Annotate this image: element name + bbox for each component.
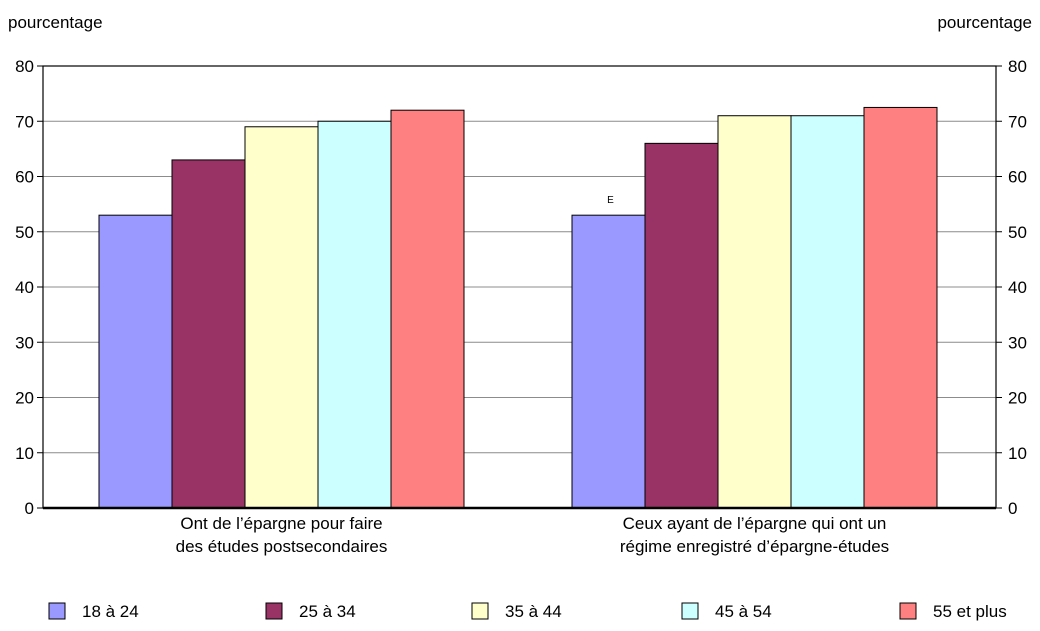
legend-swatch bbox=[265, 602, 283, 620]
y-tick-label-right: 40 bbox=[1008, 278, 1027, 297]
bar-2-3 bbox=[717, 115, 792, 509]
y-tick-label-left: 40 bbox=[15, 278, 34, 297]
y-tick-label-left: 20 bbox=[15, 389, 34, 408]
y-tick-label-right: 60 bbox=[1008, 168, 1027, 187]
y-tick-label-right: 20 bbox=[1008, 389, 1027, 408]
bar-1-3 bbox=[244, 126, 319, 509]
bars: E bbox=[98, 106, 938, 509]
axes bbox=[37, 65, 1002, 510]
y-tick-label-left: 0 bbox=[25, 499, 34, 518]
legend-label: 55 et plus bbox=[933, 602, 1007, 621]
category-labels: Ont de l’épargne pour faire des études po… bbox=[176, 514, 890, 556]
legend-label: 45 à 54 bbox=[715, 602, 772, 621]
category-label-line1: Ceux ayant de l’épargne qui ont un bbox=[623, 514, 887, 533]
y-tick-label-left: 10 bbox=[15, 444, 34, 463]
legend-label: 35 à 44 bbox=[505, 602, 562, 621]
y-tick-label-right: 80 bbox=[1008, 57, 1027, 76]
legend-swatch bbox=[899, 602, 917, 620]
category-label-line1: Ont de l’épargne pour faire bbox=[180, 514, 382, 533]
bar-2-1 bbox=[571, 214, 646, 509]
bar-2-4 bbox=[790, 115, 865, 509]
y-tick-label-left: 50 bbox=[15, 223, 34, 242]
legend-swatch bbox=[471, 602, 489, 620]
right-axis-label: pourcentage bbox=[937, 13, 1032, 32]
bar-1-2 bbox=[171, 159, 246, 509]
y-tick-label-left: 30 bbox=[15, 333, 34, 352]
estimate-flag: E bbox=[607, 195, 614, 206]
y-tick-label-right: 0 bbox=[1008, 499, 1017, 518]
category-label-line2: des études postsecondaires bbox=[176, 537, 388, 556]
y-tick-label-right: 10 bbox=[1008, 444, 1027, 463]
y-tick-label-left: 70 bbox=[15, 112, 34, 131]
y-tick-label-right: 30 bbox=[1008, 333, 1027, 352]
y-tick-label-right: 70 bbox=[1008, 112, 1027, 131]
y-tick-label-left: 60 bbox=[15, 168, 34, 187]
bar-2-5 bbox=[863, 106, 938, 509]
y-tick-label-left: 80 bbox=[15, 57, 34, 76]
legend-swatch bbox=[48, 602, 66, 620]
bar-1-5 bbox=[390, 109, 465, 509]
legend-swatch bbox=[681, 602, 699, 620]
legend-label: 25 à 34 bbox=[299, 602, 356, 621]
left-axis-label: pourcentage bbox=[8, 13, 103, 32]
legend-label: 18 à 24 bbox=[82, 602, 139, 621]
bar-1-4 bbox=[317, 120, 392, 509]
tick-labels: 0 0 10 10 20 20 30 30 40 40 50 50 60 60 70 70 80 80 bbox=[15, 57, 1027, 518]
bar-2-2 bbox=[644, 142, 719, 509]
bar-1-1 bbox=[98, 214, 173, 509]
y-tick-label-right: 50 bbox=[1008, 223, 1027, 242]
legend: 18 à 24 25 à 34 35 à 44 45 à 54 55 et plus bbox=[48, 602, 1007, 621]
category-label-line2: régime enregistré d’épargne-études bbox=[620, 537, 889, 556]
